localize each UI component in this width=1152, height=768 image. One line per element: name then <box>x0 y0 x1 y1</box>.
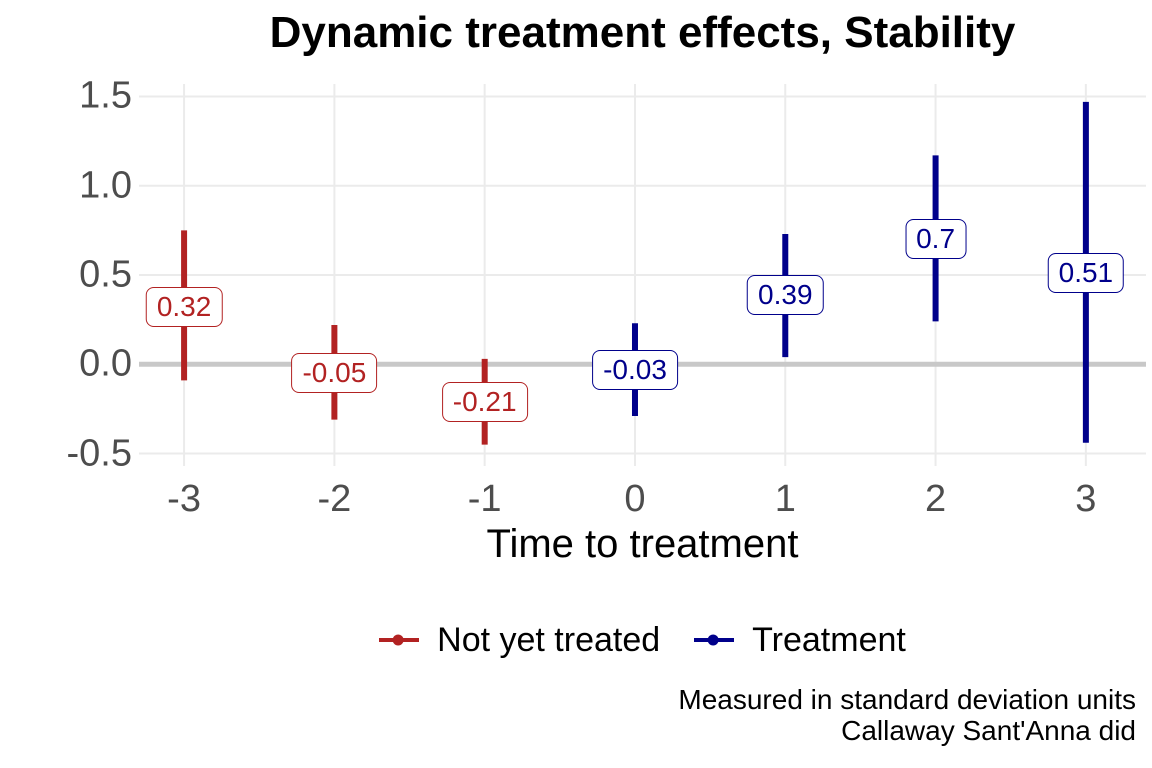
caption-line-2: Callaway Sant'Anna did <box>841 715 1136 746</box>
legend: Not yet treated Treatment <box>139 614 1146 666</box>
legend-label: Not yet treated <box>437 620 661 659</box>
estimate-label: -0.03 <box>592 349 678 390</box>
estimate-label: 0.7 <box>905 219 967 260</box>
legend-key-dot <box>392 634 404 646</box>
estimate-label: 0.32 <box>145 287 223 328</box>
estimate-label: 0.51 <box>1047 253 1125 294</box>
y-axis-tick-label: 0.0 <box>79 342 132 385</box>
pointrange-key-icon <box>694 623 735 657</box>
estimate-label: -0.05 <box>291 353 378 394</box>
pointrange-key-icon <box>379 623 420 657</box>
y-axis-tick-label: 1.0 <box>79 164 132 207</box>
legend-item: Not yet treated <box>379 621 660 660</box>
x-axis-tick-label: -3 <box>167 478 201 520</box>
y-axis-tick-label: -0.5 <box>66 432 132 474</box>
x-axis-tick-label: 3 <box>1075 478 1097 520</box>
y-axis-tick-label: 0.5 <box>79 253 132 296</box>
caption: Measured in standard deviation units Cal… <box>678 684 1136 746</box>
estimate-label: -0.21 <box>441 381 528 422</box>
legend-item: Treatment <box>694 621 906 660</box>
legend-key-dot <box>707 634 719 646</box>
x-axis-title: Time to treatment <box>486 522 799 566</box>
x-axis-tick-label: -2 <box>317 478 352 520</box>
x-axis-tick-label: 0 <box>624 478 646 520</box>
y-axis-tick-label: 1.5 <box>79 74 132 117</box>
x-axis-tick-label: -1 <box>467 478 502 520</box>
x-axis-tick-label: 2 <box>925 478 947 520</box>
chart-title: Dynamic treatment effects, Stability <box>269 8 1016 57</box>
x-axis-tick-label: 1 <box>774 478 796 520</box>
estimate-label: 0.39 <box>747 274 824 315</box>
legend-label: Treatment <box>752 620 906 659</box>
caption-line-1: Measured in standard deviation units <box>678 684 1136 715</box>
